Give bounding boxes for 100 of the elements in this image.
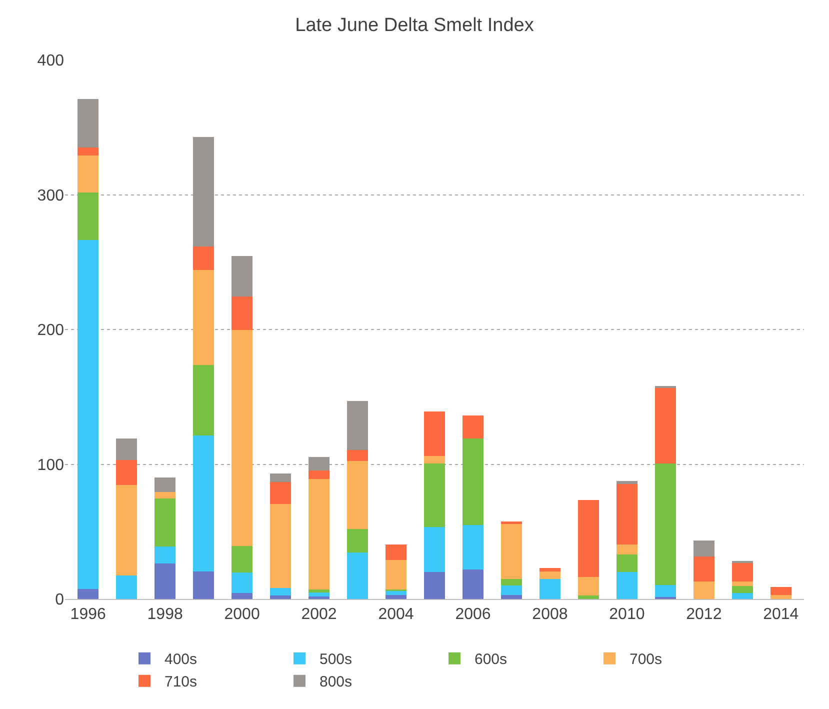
bar <box>770 594 792 599</box>
bar <box>192 246 214 270</box>
bar <box>154 492 176 499</box>
bar <box>385 590 407 595</box>
bar <box>78 156 99 193</box>
bar <box>270 596 292 599</box>
bar <box>308 456 330 470</box>
bar <box>500 586 522 595</box>
bar <box>270 474 292 482</box>
bar <box>116 438 138 460</box>
bar <box>732 592 753 599</box>
bar <box>270 504 292 588</box>
x-tick-label: 2002 <box>301 606 337 624</box>
bar <box>270 588 292 596</box>
bar <box>500 594 522 599</box>
x-tick-label: 1998 <box>147 606 183 624</box>
y-tick-label: 300 <box>37 187 64 204</box>
x-tick-label: 2008 <box>532 606 568 624</box>
bar <box>693 581 715 599</box>
bar <box>231 296 253 330</box>
bar <box>732 562 753 582</box>
bar <box>462 416 484 439</box>
y-tick-label: 400 <box>37 52 64 70</box>
bar <box>462 569 484 599</box>
bar <box>539 568 561 572</box>
bar <box>78 99 99 148</box>
y-tick-label: 0 <box>55 592 64 609</box>
bar <box>231 546 253 573</box>
x-tick-label: 2014 <box>763 606 799 624</box>
bar <box>346 400 368 450</box>
bar <box>192 571 214 599</box>
x-tick-label: 2010 <box>609 606 645 624</box>
bar <box>693 540 715 557</box>
bar <box>424 412 446 456</box>
bar <box>654 464 676 585</box>
x-tick-label: 2000 <box>224 606 260 624</box>
bar <box>154 498 176 546</box>
bar <box>732 581 753 586</box>
bar <box>385 594 407 599</box>
legend-label: 800s <box>320 674 352 691</box>
bar <box>770 586 792 595</box>
x-tick-label: 2012 <box>686 606 722 624</box>
bar <box>192 365 214 436</box>
legend-label: 710s <box>164 674 198 691</box>
legend-label: 500s <box>320 651 352 668</box>
bar <box>231 330 253 546</box>
bar <box>308 596 330 599</box>
bar <box>424 526 446 572</box>
bar <box>539 571 561 579</box>
bar <box>78 148 99 156</box>
bar <box>78 588 99 599</box>
bar <box>231 256 253 296</box>
chart-title: Late June Delta Smelt Index <box>295 15 534 36</box>
bar <box>192 136 214 247</box>
bar <box>500 578 522 586</box>
bar <box>346 460 368 529</box>
x-tick-label: 1996 <box>70 606 106 624</box>
bar <box>578 500 600 577</box>
bar <box>616 484 638 544</box>
bar <box>308 592 330 596</box>
bar <box>231 572 253 593</box>
y-tick-label: 100 <box>37 456 64 474</box>
bar <box>192 435 214 572</box>
bar <box>385 544 407 560</box>
bar <box>424 572 446 599</box>
bar <box>616 572 638 599</box>
bar <box>154 546 176 564</box>
bar <box>385 560 407 590</box>
bar <box>732 586 753 593</box>
bar <box>116 460 138 486</box>
bar <box>78 240 99 589</box>
legend-label: 400s <box>164 651 198 668</box>
bar <box>346 552 368 599</box>
bar <box>424 464 446 527</box>
bar <box>346 450 368 461</box>
bar <box>270 482 292 504</box>
bar <box>616 544 638 555</box>
bar <box>616 554 638 572</box>
bar <box>424 456 446 464</box>
bar <box>192 270 214 366</box>
bar <box>78 192 99 240</box>
bar <box>346 528 368 553</box>
bar <box>693 556 715 582</box>
legend-label: 700s <box>630 651 662 668</box>
bar <box>500 524 522 579</box>
bar <box>154 478 176 492</box>
bar <box>231 592 253 599</box>
bar <box>308 479 330 590</box>
x-tick-label: 2006 <box>455 606 491 624</box>
bar <box>154 563 176 599</box>
bar <box>654 387 676 464</box>
bar <box>116 575 138 599</box>
bar <box>462 524 484 570</box>
y-tick-label: 200 <box>37 322 64 340</box>
bar <box>308 590 330 592</box>
bar <box>462 438 484 525</box>
bar <box>116 485 138 576</box>
bar <box>654 584 676 597</box>
bar <box>500 522 522 524</box>
bar <box>578 576 600 596</box>
